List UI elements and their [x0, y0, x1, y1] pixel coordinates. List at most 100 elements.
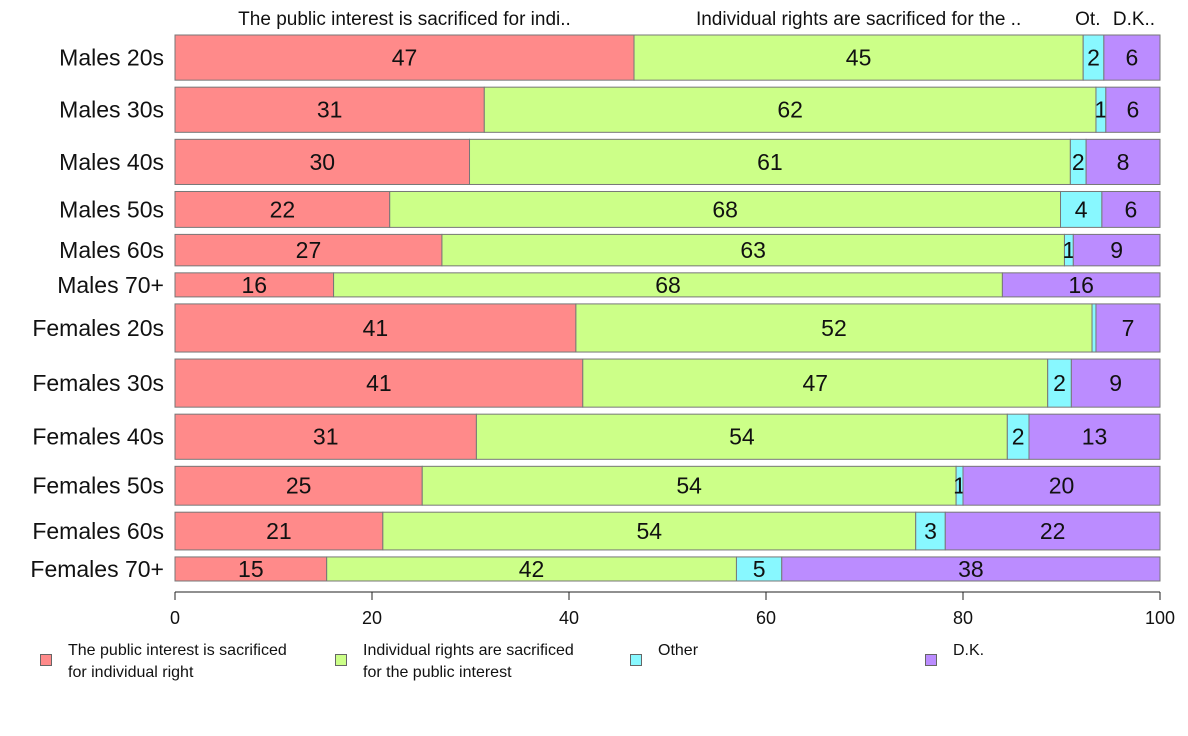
data-label: 47: [802, 370, 828, 396]
legend-label: D.K.: [953, 642, 985, 659]
column-header: The public interest is sacrificed for in…: [238, 9, 571, 30]
data-label: 2: [1072, 149, 1085, 175]
bar-segment: [326, 556, 737, 582]
data-label: 41: [366, 370, 392, 396]
legend-swatch-dk: [925, 654, 937, 666]
data-label: 7: [1122, 315, 1135, 341]
row-label: Males 50s: [59, 196, 164, 222]
data-label: 20: [1049, 473, 1075, 499]
bar-segment: [174, 511, 384, 551]
data-label: 27: [296, 237, 322, 263]
x-tick-label: 60: [756, 608, 776, 628]
data-label: 2: [1012, 424, 1025, 450]
data-label: 47: [392, 45, 418, 71]
bar-segment: [962, 465, 1161, 506]
bar-segment: [483, 86, 1097, 133]
bar-segment: [174, 413, 477, 460]
x-tick-label: 80: [953, 608, 973, 628]
bar-segment: [1060, 190, 1103, 228]
data-label: 68: [655, 272, 681, 298]
row-label: Females 50s: [32, 473, 164, 499]
bar-segment: [174, 34, 635, 81]
bar-segment: [1101, 190, 1161, 228]
row-label: Males 30s: [59, 97, 164, 123]
stacked-bar-chart: The public interest is sacrificed for in…: [30, 9, 1175, 628]
data-label: 45: [846, 45, 872, 71]
bar-segment: [174, 556, 328, 582]
bar-segment: [1072, 233, 1161, 267]
data-label: 54: [729, 424, 755, 450]
legend-item-dk: D.K.: [925, 640, 984, 666]
column-header: Ot.: [1075, 9, 1100, 30]
data-label: 63: [740, 237, 766, 263]
x-tick-label: 100: [1145, 608, 1175, 628]
x-tick-label: 40: [559, 608, 579, 628]
row-label: Females 20s: [32, 315, 164, 341]
x-tick-label: 20: [362, 608, 382, 628]
legend: The public interest is sacrificed for in…: [0, 640, 1188, 700]
data-label: 1: [1095, 97, 1108, 123]
bar-segment: [781, 556, 1161, 582]
bar-segment: [1105, 86, 1161, 133]
data-label: 13: [1082, 424, 1108, 450]
data-label: 22: [270, 196, 296, 222]
bar-segment: [1028, 413, 1161, 460]
bar-segment: [174, 358, 584, 408]
data-label: 6: [1127, 97, 1140, 123]
bar-segment: [475, 413, 1008, 460]
row-label: Females 60s: [32, 518, 164, 544]
bar-segment: [944, 511, 1161, 551]
bar-segment: [633, 34, 1084, 81]
data-label: 2: [1087, 45, 1100, 71]
bar-segment: [174, 86, 485, 133]
data-label: 16: [1068, 272, 1094, 298]
data-label: 3: [924, 518, 937, 544]
bar-segment: [382, 511, 917, 551]
legend-item-public-interest: The public interest is sacrificed for in…: [40, 640, 287, 684]
bar-segment: [1095, 303, 1161, 353]
legend-swatch-individual-rights: [335, 654, 347, 666]
legend-label: Individual rights are sacrificed for the…: [363, 642, 574, 681]
data-label: 38: [958, 556, 984, 582]
bar-segment: [1070, 358, 1161, 408]
row-label: Females 70+: [30, 556, 164, 582]
data-label: 62: [777, 97, 803, 123]
legend-label: Other: [658, 642, 699, 659]
bar-segment: [469, 138, 1071, 185]
legend-item-individual-rights: Individual rights are sacrificed for the…: [335, 640, 574, 684]
data-label: 15: [238, 556, 264, 582]
data-label: 4: [1075, 196, 1088, 222]
bar-segment: [174, 303, 577, 353]
data-label: 16: [241, 272, 267, 298]
column-header: Individual rights are sacrificed for the…: [696, 9, 1021, 30]
data-label: 9: [1110, 237, 1123, 263]
bar-segment: [174, 138, 471, 185]
legend-label: The public interest is sacrificed for in…: [68, 642, 287, 681]
data-label: 8: [1117, 149, 1130, 175]
data-label: 2: [1053, 370, 1066, 396]
data-label: 22: [1040, 518, 1066, 544]
data-label: 5: [753, 556, 766, 582]
row-label: Males 70+: [57, 272, 164, 298]
bar-segment: [174, 233, 443, 267]
bar-segment: [1001, 272, 1161, 298]
data-label: 31: [317, 97, 343, 123]
data-label: 54: [636, 518, 662, 544]
row-label: Females 40s: [32, 424, 164, 450]
row-label: Males 60s: [59, 237, 164, 263]
data-label: 6: [1126, 45, 1139, 71]
data-label: 21: [266, 518, 292, 544]
column-header: D.K..: [1113, 9, 1155, 30]
bar-segment: [174, 272, 335, 298]
bar-segment: [1103, 34, 1161, 81]
data-label: 30: [309, 149, 335, 175]
x-tick-label: 0: [170, 608, 180, 628]
data-label: 6: [1125, 196, 1138, 222]
row-label: Males 40s: [59, 149, 164, 175]
data-label: 61: [757, 149, 783, 175]
data-label: 25: [286, 473, 312, 499]
data-label: 42: [519, 556, 545, 582]
legend-swatch-other: [630, 654, 642, 666]
bar-segment: [333, 272, 1003, 298]
row-label: Males 20s: [59, 45, 164, 71]
